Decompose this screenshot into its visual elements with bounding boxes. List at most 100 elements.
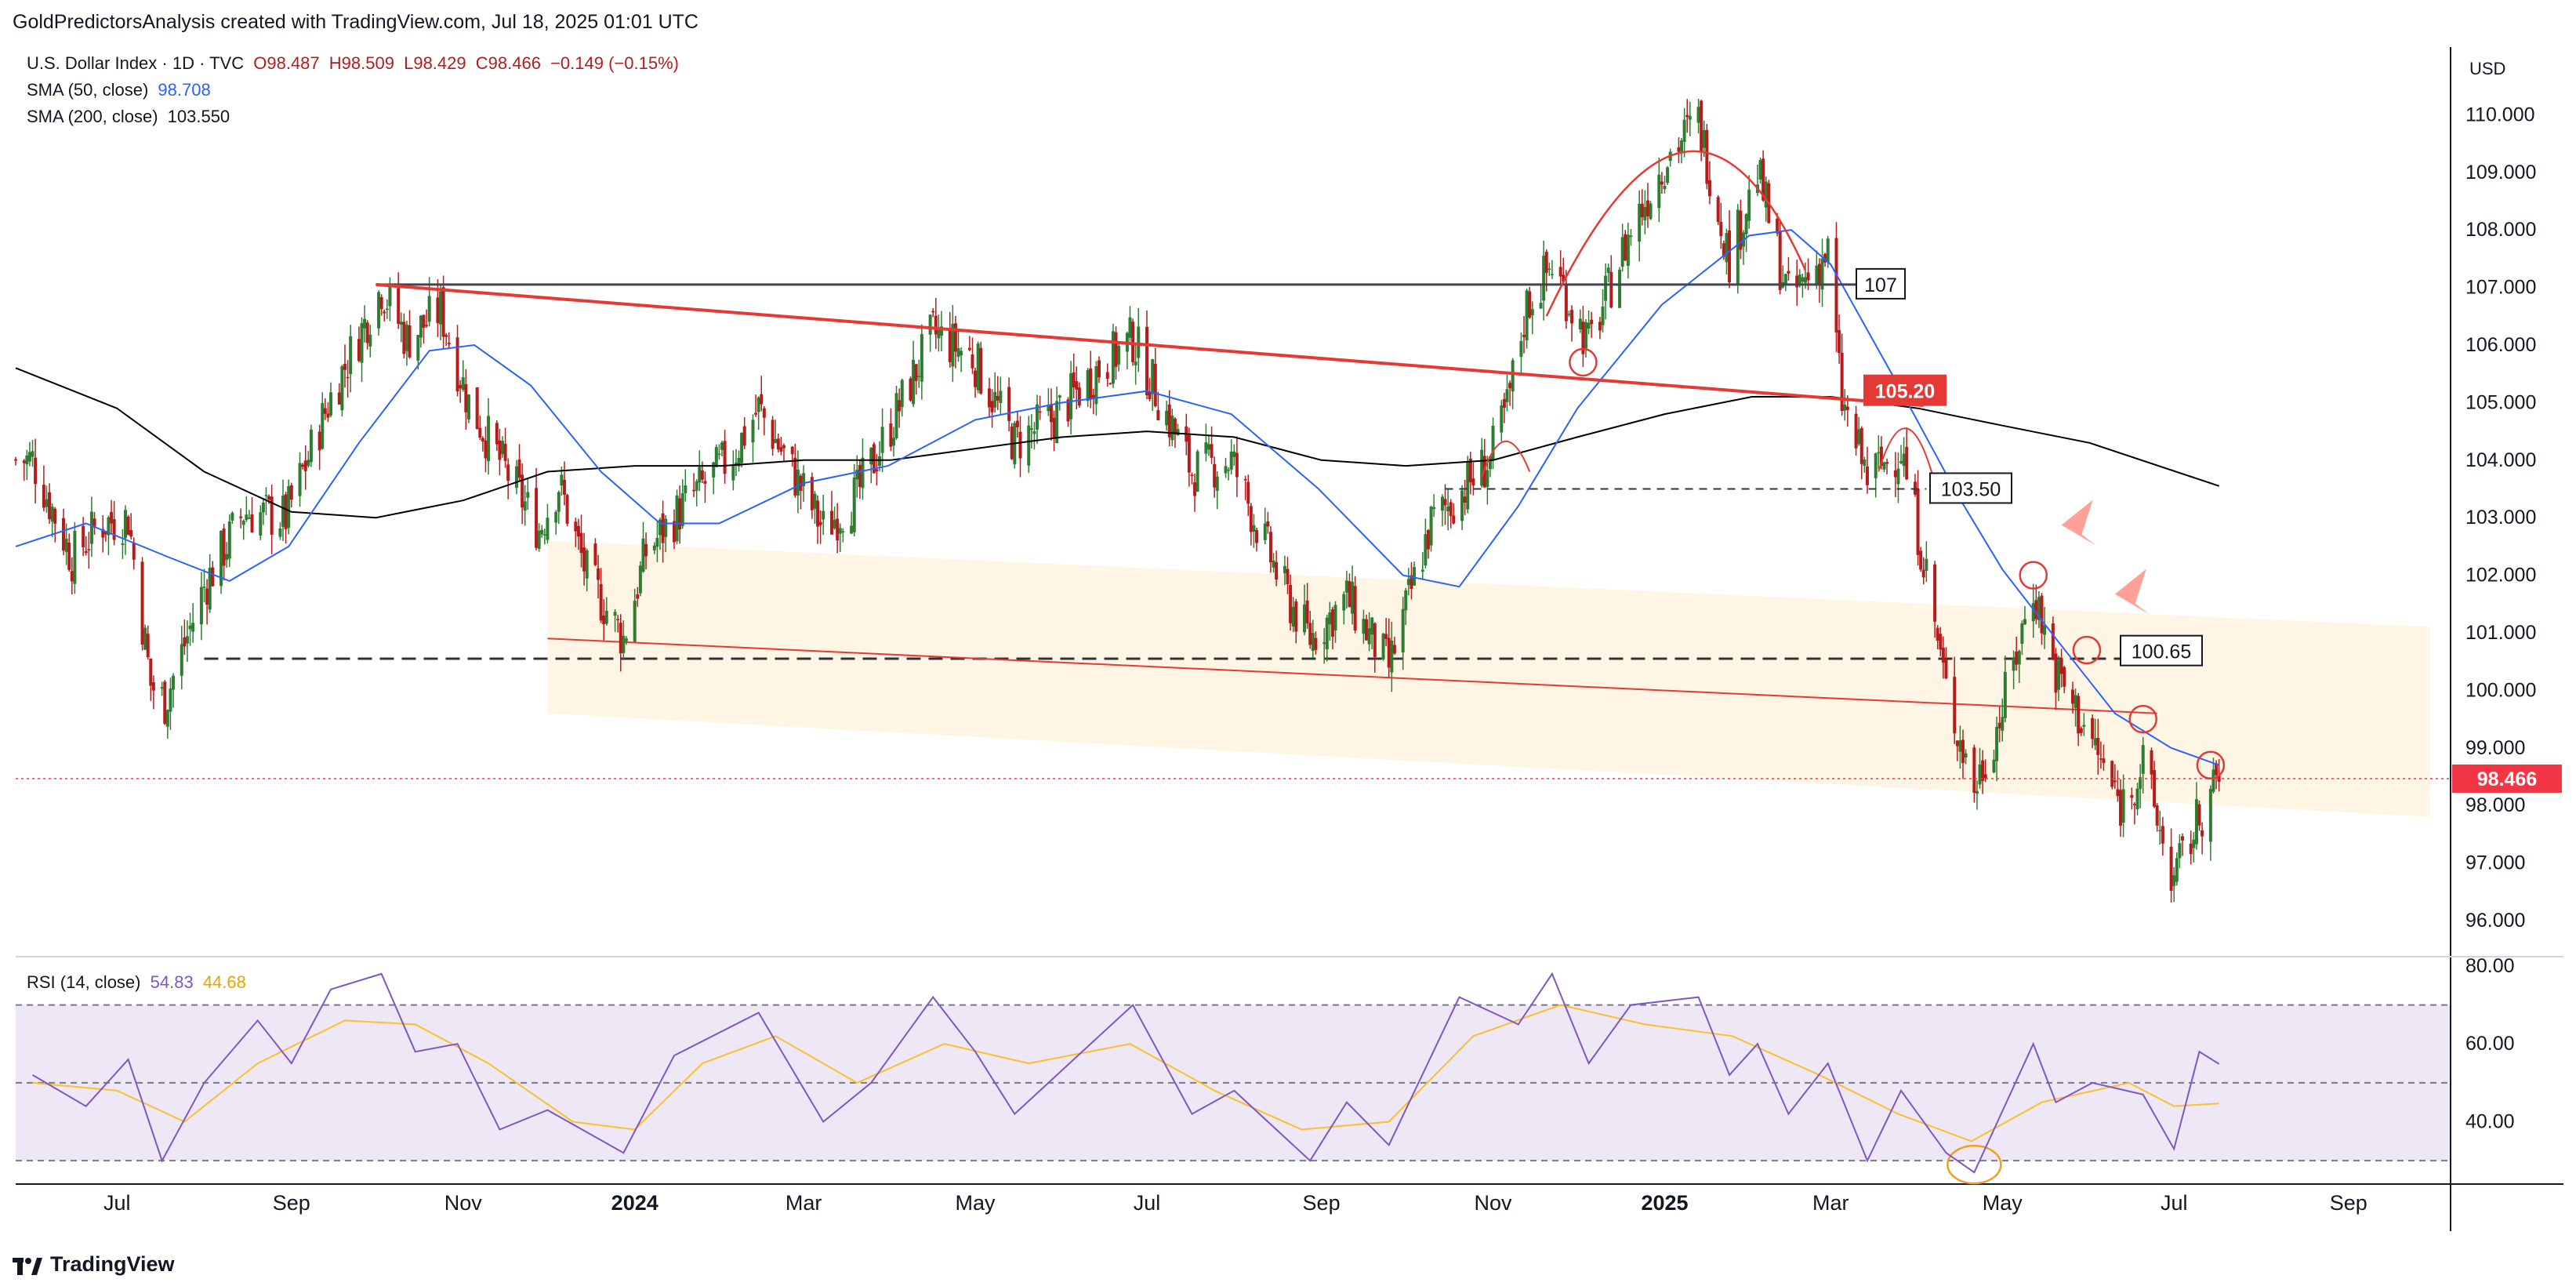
candle-body xyxy=(1905,446,1909,480)
channel-red-line xyxy=(547,638,2157,714)
candle-body xyxy=(1921,569,1925,578)
rsi-legend[interactable]: RSI (14, close) 54.83 44.68 xyxy=(27,972,246,993)
candle-body xyxy=(1468,458,1472,483)
candle-body xyxy=(889,423,893,447)
candle-body xyxy=(1618,269,1622,308)
price-tick-label: 105.000 xyxy=(2465,391,2536,413)
candle-body xyxy=(160,687,164,689)
sma50-legend[interactable]: SMA (50, close) 98.708 xyxy=(27,80,211,100)
candle-body xyxy=(1275,561,1279,580)
candle-body xyxy=(1964,753,1968,758)
candle-body xyxy=(1696,107,1700,123)
tradingview-brand[interactable]: TradingView xyxy=(13,1252,175,1277)
candle-body xyxy=(1519,340,1523,358)
candle-body xyxy=(914,364,918,381)
candle-body xyxy=(576,525,580,537)
time-tick-label: May xyxy=(1983,1191,2023,1215)
price-tick-label: 101.000 xyxy=(2465,622,2536,644)
candle-body xyxy=(1007,387,1011,421)
candle-body xyxy=(521,474,524,508)
candle-body xyxy=(388,284,392,307)
candle-body xyxy=(1570,310,1574,324)
candle-body xyxy=(495,423,499,445)
candle-body xyxy=(48,492,52,520)
candle-body xyxy=(2070,689,2074,704)
candle-body xyxy=(143,627,147,650)
candle-body xyxy=(101,529,105,538)
candle-body xyxy=(1666,167,1670,183)
symbol-legend[interactable]: U.S. Dollar Index · 1D · TVC O98.487 H98… xyxy=(27,53,679,74)
candle-body xyxy=(900,380,904,408)
candle-body xyxy=(126,516,130,536)
candle-body xyxy=(202,587,206,588)
candle-body xyxy=(554,511,558,523)
candle-body xyxy=(602,615,606,624)
candle-body xyxy=(1663,185,1667,190)
candle-body xyxy=(604,610,608,624)
candle-body xyxy=(597,568,600,580)
candle-body xyxy=(1845,406,1849,410)
candle-body xyxy=(1128,317,1132,338)
marker-circle xyxy=(1569,347,1598,377)
candle-body xyxy=(1874,453,1878,478)
label-105-20: 105.20 xyxy=(1875,381,1935,403)
candle-body xyxy=(1958,740,1962,752)
candle-body xyxy=(920,334,923,382)
sma50-label: SMA (50, close) xyxy=(27,80,149,100)
sma200-legend[interactable]: SMA (200, close) 103.550 xyxy=(27,107,230,127)
candle-body xyxy=(185,636,189,644)
label-100-65-box xyxy=(2120,634,2203,667)
candle-body xyxy=(427,296,431,322)
candle-body xyxy=(89,511,93,544)
candle-body xyxy=(205,588,209,605)
candle-body xyxy=(2121,789,2125,823)
marker-circle xyxy=(2072,635,2102,665)
candle-body xyxy=(1404,590,1408,611)
time-tick-label: Nov xyxy=(444,1191,483,1215)
candle-body xyxy=(1882,462,1886,470)
candle-body xyxy=(1305,600,1309,623)
candle-body xyxy=(1606,267,1610,273)
candle-body xyxy=(2194,799,2198,845)
candle-body xyxy=(1522,335,1526,337)
candle-body xyxy=(1213,463,1217,488)
currency-label: USD xyxy=(2469,59,2505,78)
candle-body xyxy=(1429,507,1433,546)
candle-body xyxy=(1916,489,1920,555)
candle-body xyxy=(1700,100,1703,151)
candle-body xyxy=(1406,579,1410,586)
candle-body xyxy=(478,427,482,438)
candle-body xyxy=(1328,612,1332,625)
candle-body xyxy=(1677,147,1681,152)
sma200-value: 103.550 xyxy=(167,107,230,126)
candle-body xyxy=(2141,745,2145,774)
candle-body xyxy=(1736,209,1740,285)
candle-body xyxy=(1936,627,1939,641)
candle-body xyxy=(624,638,628,641)
candle-body xyxy=(1587,322,1591,329)
candle-body xyxy=(1066,399,1070,422)
candle-body xyxy=(535,488,539,548)
candle-body xyxy=(245,514,249,521)
candle-body xyxy=(523,501,527,511)
rsi-tick-label: 60.00 xyxy=(2465,1033,2515,1055)
candle-body xyxy=(1137,326,1141,358)
candle-body xyxy=(858,464,862,488)
price-tick-label: 108.000 xyxy=(2465,219,2536,241)
time-tick-label: Sep xyxy=(1303,1191,1341,1215)
candle-body xyxy=(247,518,251,519)
candle-body xyxy=(1190,474,1194,476)
candle-body xyxy=(1550,274,1554,275)
candle-body xyxy=(1764,181,1768,208)
ohlc-change: −0.149 (−0.15%) xyxy=(550,53,679,73)
candle-body xyxy=(1167,404,1171,438)
candle-body xyxy=(737,457,741,467)
candle-body xyxy=(301,464,305,467)
candle-body xyxy=(1983,774,1987,779)
candle-body xyxy=(264,495,268,496)
candle-body xyxy=(1981,760,1985,781)
candle-body xyxy=(1500,405,1504,433)
candle-body xyxy=(289,485,293,500)
candle-body xyxy=(619,623,622,654)
